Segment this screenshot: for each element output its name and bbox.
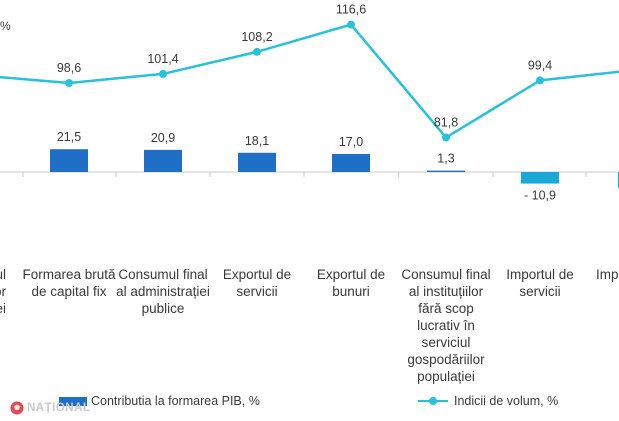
line-data-label: 108,2 (241, 30, 272, 44)
legend-item-line: Indicii de volum, % (418, 394, 558, 408)
bar (50, 149, 88, 172)
bar-data-label: - 10,9 (524, 189, 556, 203)
logo-icon (10, 401, 24, 415)
line-point (253, 47, 261, 56)
legend-item-bars: Contributia la formarea PIB, % (59, 394, 260, 408)
line-data-label: 99,4 (528, 58, 552, 72)
line-data-label: 98,6 (57, 61, 81, 75)
line-data-label: 81,8 (434, 116, 458, 130)
watermark-text: NAȚIONAL (27, 402, 91, 414)
category-label: Consumul final al administrației publice (116, 267, 210, 316)
line-data-label: 101,4 (147, 52, 178, 66)
category-label: ulilorei (0, 267, 6, 316)
category-label: Exportul de bunuri (316, 267, 386, 299)
bar-data-label: 18,1 (245, 134, 269, 148)
unit-mark: % (0, 19, 11, 33)
bar-data-label: 20,9 (151, 131, 175, 145)
bar (521, 172, 559, 184)
bar (144, 149, 182, 172)
bar-data-label: 17,0 (339, 135, 363, 149)
bar-data-label: 21,5 (57, 130, 81, 144)
bar (332, 153, 370, 172)
line-series-indicii (0, 23, 619, 139)
bar (238, 152, 276, 172)
line-point (65, 79, 73, 87)
line-data-label: 116,6 (336, 3, 366, 17)
category-label: Formarea brută de capital fix (22, 267, 116, 299)
category-label: Importul de servicii (506, 267, 574, 299)
line-point (442, 133, 450, 142)
bar (427, 170, 465, 172)
line-point (159, 69, 167, 78)
line-point (536, 76, 544, 85)
legend-bar-swatch (59, 396, 87, 406)
line-point (347, 20, 355, 29)
watermark-logo: NAȚIONAL (10, 401, 90, 415)
category-label: Imp b (596, 267, 619, 282)
category-label: Exportul de servicii (222, 267, 292, 299)
legend-line-label: Indicii de volum, % (454, 394, 559, 408)
bar-data-label: 1,3 (437, 152, 454, 166)
legend-line-swatch (418, 397, 448, 405)
category-label: Consumul final al instituțiilor fără sco… (401, 267, 491, 384)
legend-bar-label: Contributia la formarea PIB, % (91, 394, 260, 408)
